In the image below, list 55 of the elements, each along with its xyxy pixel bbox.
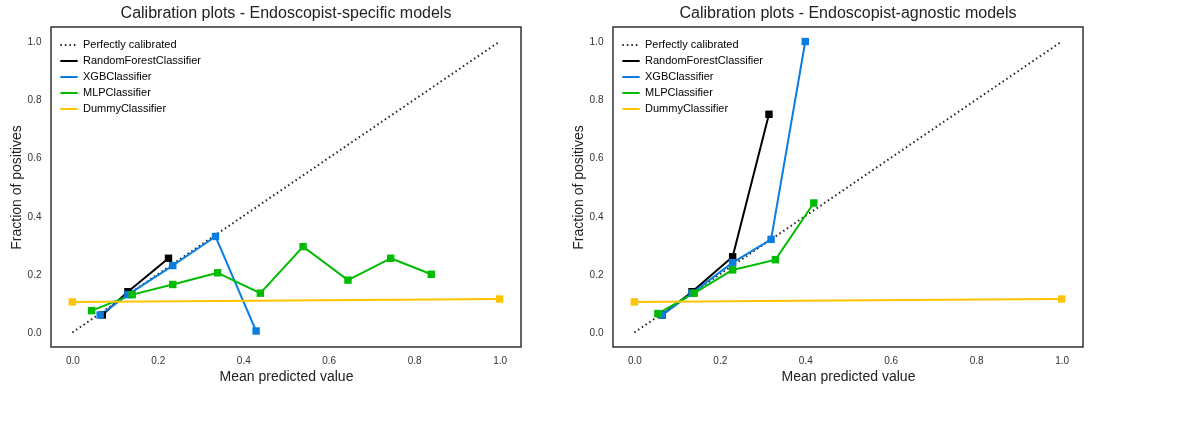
y-tick-label: 0.0: [27, 326, 42, 338]
chart-title: Calibration plots - Endoscopist-specific models: [120, 4, 452, 21]
x-tick-label: 0.4: [236, 354, 252, 366]
y-tick-label: 0.6: [27, 152, 42, 164]
point: [767, 235, 775, 244]
y-tick-label: 0.0: [589, 326, 604, 338]
point: [765, 110, 773, 118]
legend-label: RandomForestClassifier: [645, 54, 764, 66]
y-tick-label: 0.8: [589, 94, 604, 106]
x-axis-title: Mean predicted value: [219, 367, 354, 384]
legend-label: RandomForestClassifier: [83, 54, 202, 66]
x-tick-label: 1.0: [1055, 354, 1070, 366]
legend-label: XGBClassifier: [645, 70, 714, 82]
point: [68, 298, 77, 306]
point: [213, 269, 222, 277]
y-tick-label: 1.0: [27, 36, 42, 48]
legend-label: DummyClassifier: [645, 102, 729, 114]
y-tick-label: 0.6: [589, 152, 604, 164]
legend-label: DummyClassifier: [83, 102, 167, 114]
y-axis-title: Fraction of positives: [569, 125, 586, 250]
legend-label: MLPClassifier: [645, 86, 714, 98]
point: [654, 309, 662, 318]
y-tick-label: 1.0: [589, 36, 604, 48]
legend-label: XGBClassifier: [83, 70, 152, 82]
y-tick-label: 0.4: [27, 210, 42, 222]
x-tick-label: 0.2: [713, 354, 728, 366]
chart-title: Calibration plots - Endoscopist-agnostic models: [679, 4, 1017, 21]
x-tick-label: 0.6: [322, 354, 337, 366]
point: [630, 298, 639, 306]
point: [299, 242, 307, 251]
legend-label: Perfectly calibrated: [83, 38, 177, 50]
point: [256, 289, 265, 297]
point: [728, 266, 737, 274]
y-tick-label: 0.8: [27, 94, 42, 106]
x-tick-label: 0.4: [798, 354, 814, 366]
point: [252, 327, 260, 335]
x-tick-label: 0.0: [65, 354, 81, 366]
x-tick-label: 1.0: [493, 354, 508, 366]
y-tick-label: 0.2: [27, 268, 42, 280]
x-tick-label: 0.0: [627, 354, 643, 366]
x-axis-title: Mean predicted value: [781, 367, 916, 384]
point: [1057, 295, 1066, 303]
point: [495, 295, 504, 303]
x-tick-label: 0.6: [884, 354, 899, 366]
point: [810, 199, 818, 207]
x-tick-label: 0.2: [151, 354, 166, 366]
point: [128, 290, 136, 299]
legend-label: Perfectly calibrated: [645, 38, 739, 50]
point: [344, 276, 352, 284]
x-tick-label: 0.8: [969, 354, 985, 366]
y-tick-label: 0.4: [589, 210, 604, 222]
y-tick-label: 0.2: [589, 268, 604, 280]
y-axis-title: Fraction of positives: [7, 125, 24, 250]
x-tick-label: 0.8: [407, 354, 423, 366]
legend-label: MLPClassifier: [83, 86, 152, 98]
